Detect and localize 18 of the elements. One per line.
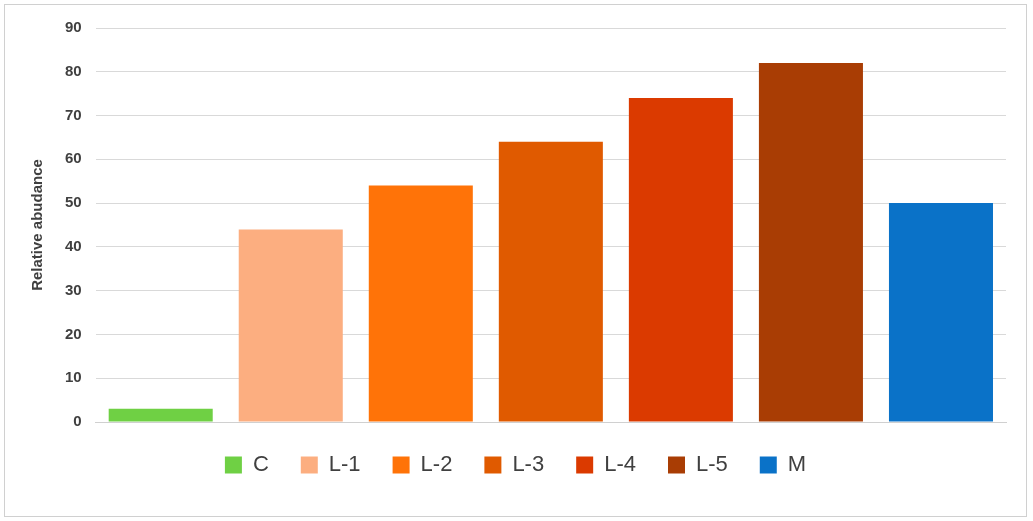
legend-label: L-5 [695, 451, 728, 477]
legend-label: L-4 [604, 451, 636, 477]
legend-label: M [787, 451, 807, 477]
y-tick-label: 20 [65, 324, 82, 342]
y-tick-label: 50 [65, 193, 82, 211]
y-tick-label: 40 [65, 237, 82, 255]
legend-label: C [252, 451, 269, 477]
y-tick-label: 60 [65, 149, 82, 167]
legend-label: L-1 [328, 451, 361, 477]
y-tick-label: 30 [65, 280, 82, 298]
y-tick-label: 90 [65, 18, 82, 36]
y-tick-label: 70 [65, 105, 82, 123]
y-axis-title: Relative abudance [28, 159, 46, 291]
y-tick-label: 80 [65, 61, 82, 79]
legend-label: L-3 [512, 451, 545, 477]
y-tick-label: 0 [73, 412, 82, 430]
legend-label: L-2 [420, 451, 453, 477]
y-tick-label: 10 [65, 368, 82, 386]
